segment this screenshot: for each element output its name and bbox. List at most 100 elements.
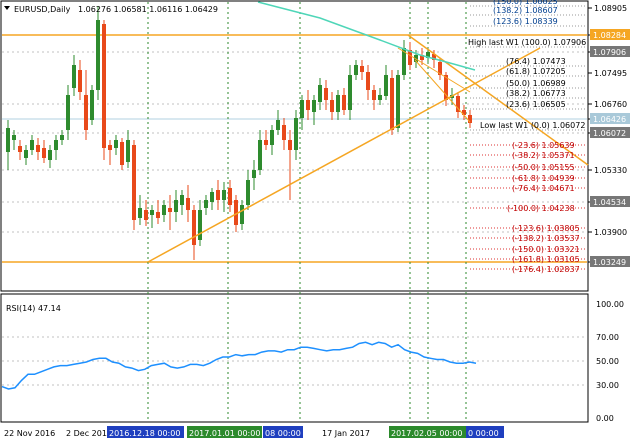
bull-candle: [24, 150, 28, 158]
fibo-level-label: (-61.8) 1.04939: [512, 174, 575, 183]
time-marker-label: 08 00:00: [265, 429, 301, 438]
bear-candle: [324, 88, 328, 100]
bear-candle: [408, 50, 412, 65]
bear-candle: [468, 115, 472, 123]
bear-candle: [18, 146, 22, 152]
price-tag-box: [590, 196, 630, 207]
rsi-axis-label: 30.00: [596, 381, 619, 390]
bear-candle: [168, 208, 172, 212]
fibo-line: [397, 47, 471, 93]
bear-candle: [366, 72, 370, 90]
bear-candle: [342, 95, 346, 110]
chart-header-symbol: EURUSD,Daily: [14, 5, 71, 14]
bull-candle: [54, 140, 58, 150]
level-labels-layer: (150.0) 1.08825(138.2) 1.08607 (123.6) 1.…: [468, 0, 587, 274]
time-axis-label: 17 Jan 2017: [322, 429, 370, 438]
bull-candle: [300, 100, 304, 118]
bull-candle: [174, 200, 178, 212]
bull-candle: [114, 140, 118, 148]
time-marker-label: 2017.02.05 00:00: [391, 429, 462, 438]
price-tag-label: 1.03249: [593, 258, 626, 267]
symbol-label: EURUSD,Daily: [14, 5, 71, 14]
bull-candle: [60, 135, 64, 140]
bear-candle: [288, 140, 292, 150]
price-axis-label: 1.07495: [594, 69, 627, 78]
price-tag-box: [590, 113, 630, 124]
fibo-level-label: (76.4) 1.07473: [506, 57, 566, 66]
bear-candle: [372, 90, 376, 100]
bear-candle: [102, 24, 106, 148]
bull-candle: [138, 208, 142, 218]
bull-candle: [162, 205, 166, 215]
fibo-level-label: Low last W1 (0.0) 1.06072: [480, 121, 585, 130]
bear-candle: [144, 210, 148, 220]
fibo-level-label: (-76.4) 1.04671: [512, 184, 575, 193]
bull-candle: [66, 95, 70, 130]
bull-candle: [222, 190, 226, 200]
rsi-axis-label: 100.00: [596, 300, 624, 309]
bull-candle: [402, 48, 406, 75]
price-tag-box: [590, 127, 630, 138]
bull-candle: [12, 135, 16, 140]
bull-candle: [258, 140, 262, 170]
bear-candle: [306, 100, 310, 110]
bear-candle: [360, 66, 364, 72]
bull-candle: [384, 75, 388, 96]
price-axis-label: 1.06760: [594, 100, 627, 109]
bull-candle: [270, 130, 274, 145]
fibo-level-label: (-176.4) 1.02837: [512, 265, 580, 274]
bear-candle: [192, 210, 196, 245]
bull-candle: [378, 95, 382, 100]
fibo-level-label: (-138.2) 1.03537: [512, 234, 580, 243]
fibo-line: [414, 59, 471, 123]
rsi-axis-label: 50.00: [596, 357, 619, 366]
bear-candle: [444, 75, 448, 100]
bull-candle: [240, 205, 244, 224]
price-tag-box: [590, 46, 630, 57]
bull-candle: [354, 65, 358, 75]
bull-candle: [198, 210, 202, 240]
bull-candle: [396, 75, 400, 128]
fibo-level-label: (-150.0) 1.03321: [512, 245, 580, 254]
fibo-level-label: (-161.8) 1.03105: [512, 255, 580, 264]
moving-average-line: [257, 1, 476, 71]
rsi-axis-label: 70.00: [596, 333, 619, 342]
fibo-level-label: (138.2) 1.08607: [493, 6, 558, 15]
rsi-line: [1, 341, 477, 390]
price-axis-label: 1.03900: [594, 228, 627, 237]
bull-candle: [348, 75, 352, 110]
time-marker-label: 0 00:00: [468, 429, 499, 438]
header-dropdown-icon[interactable]: [4, 6, 10, 10]
bear-candle: [456, 96, 460, 112]
bear-candle: [108, 145, 112, 150]
fibo-level-label: (50.0) 1.06989: [506, 79, 566, 88]
fibo-level-label: (-23.6) 1.05639: [512, 141, 575, 150]
price-axis-layer: 1.08905 1.08284 1.07906 1.07495 1.06760 1.064…: [588, 4, 630, 267]
time-marker-box: [263, 426, 303, 438]
bull-candle: [276, 120, 280, 130]
bear-candle: [282, 125, 286, 140]
price-tag-label: 1.08284: [593, 31, 626, 40]
rsi-axis-label: 0.00: [596, 414, 614, 423]
bear-candle: [42, 148, 46, 158]
bear-candle: [120, 142, 124, 165]
chart-header-ohlc: 1.06276 1.06581 1.06116 1.06429: [78, 5, 218, 14]
fibo-level-label: High last W1 (100.0) 1.07906: [468, 38, 586, 47]
fibo-level-label: (123.6) 1.08339: [493, 17, 558, 26]
time-axis-layer: 22 Nov 2016 2 Dec 2016 17 Jan 2017 2016.12.…: [4, 426, 504, 438]
bull-candle: [210, 192, 214, 202]
time-marker-box: [466, 426, 504, 438]
fibo-level-label: (-50.0) 1.05155: [512, 163, 575, 172]
time-axis-label: 2 Dec 2016: [66, 429, 112, 438]
bull-candle: [252, 170, 256, 178]
bull-candle: [180, 195, 184, 205]
price-tag-label: 1.04534: [593, 198, 626, 207]
bear-candle: [330, 100, 334, 112]
bear-candle: [420, 55, 424, 60]
price-tag-box: [590, 29, 630, 40]
bear-candle: [132, 145, 136, 220]
bull-candle: [96, 20, 100, 90]
bear-candle: [432, 54, 436, 60]
price-axis-label: 1.05330: [594, 166, 627, 175]
candles-layer: [6, 6, 472, 260]
